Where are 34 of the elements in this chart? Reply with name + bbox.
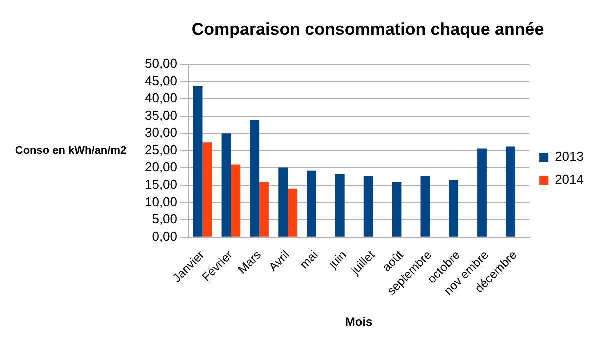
bar [202, 142, 212, 237]
bar [364, 176, 374, 237]
y-tick-label: 30,00 [144, 125, 178, 140]
y-tick-label: 40,00 [144, 90, 178, 106]
y-tick-label: 0,00 [152, 228, 178, 244]
y-axis-title: Conso en kWh/an/m2 [15, 144, 127, 157]
y-tick-label: 15,00 [144, 177, 178, 192]
bar [278, 168, 288, 237]
bar [288, 188, 298, 237]
chart-title: Comparaison consommation chaque année [192, 20, 544, 39]
bar [231, 164, 241, 237]
bar [478, 148, 487, 237]
bar [335, 174, 345, 237]
y-tick-label: 35,00 [144, 108, 178, 123]
x-tick-label: juin [325, 248, 350, 272]
legend-label: 2013 [555, 149, 584, 164]
bar [193, 86, 203, 237]
bar [307, 170, 316, 237]
y-tick-label: 25,00 [144, 142, 178, 158]
y-tick-label: 45,00 [144, 73, 178, 88]
y-tick-label: 10,00 [144, 194, 178, 210]
bar [222, 134, 232, 237]
bar [449, 180, 459, 237]
y-tick-label: 50,00 [144, 56, 178, 71]
bar [250, 120, 260, 237]
bar [260, 182, 269, 237]
legend-label: 2014 [555, 172, 584, 188]
x-axis-title: Mois [345, 315, 374, 330]
x-tick-label: mai [297, 248, 321, 272]
y-tick-label: 20,00 [144, 160, 178, 175]
bar [392, 182, 402, 237]
bar [420, 176, 430, 237]
bar [506, 146, 516, 237]
y-tick-label: 5,00 [152, 212, 178, 227]
